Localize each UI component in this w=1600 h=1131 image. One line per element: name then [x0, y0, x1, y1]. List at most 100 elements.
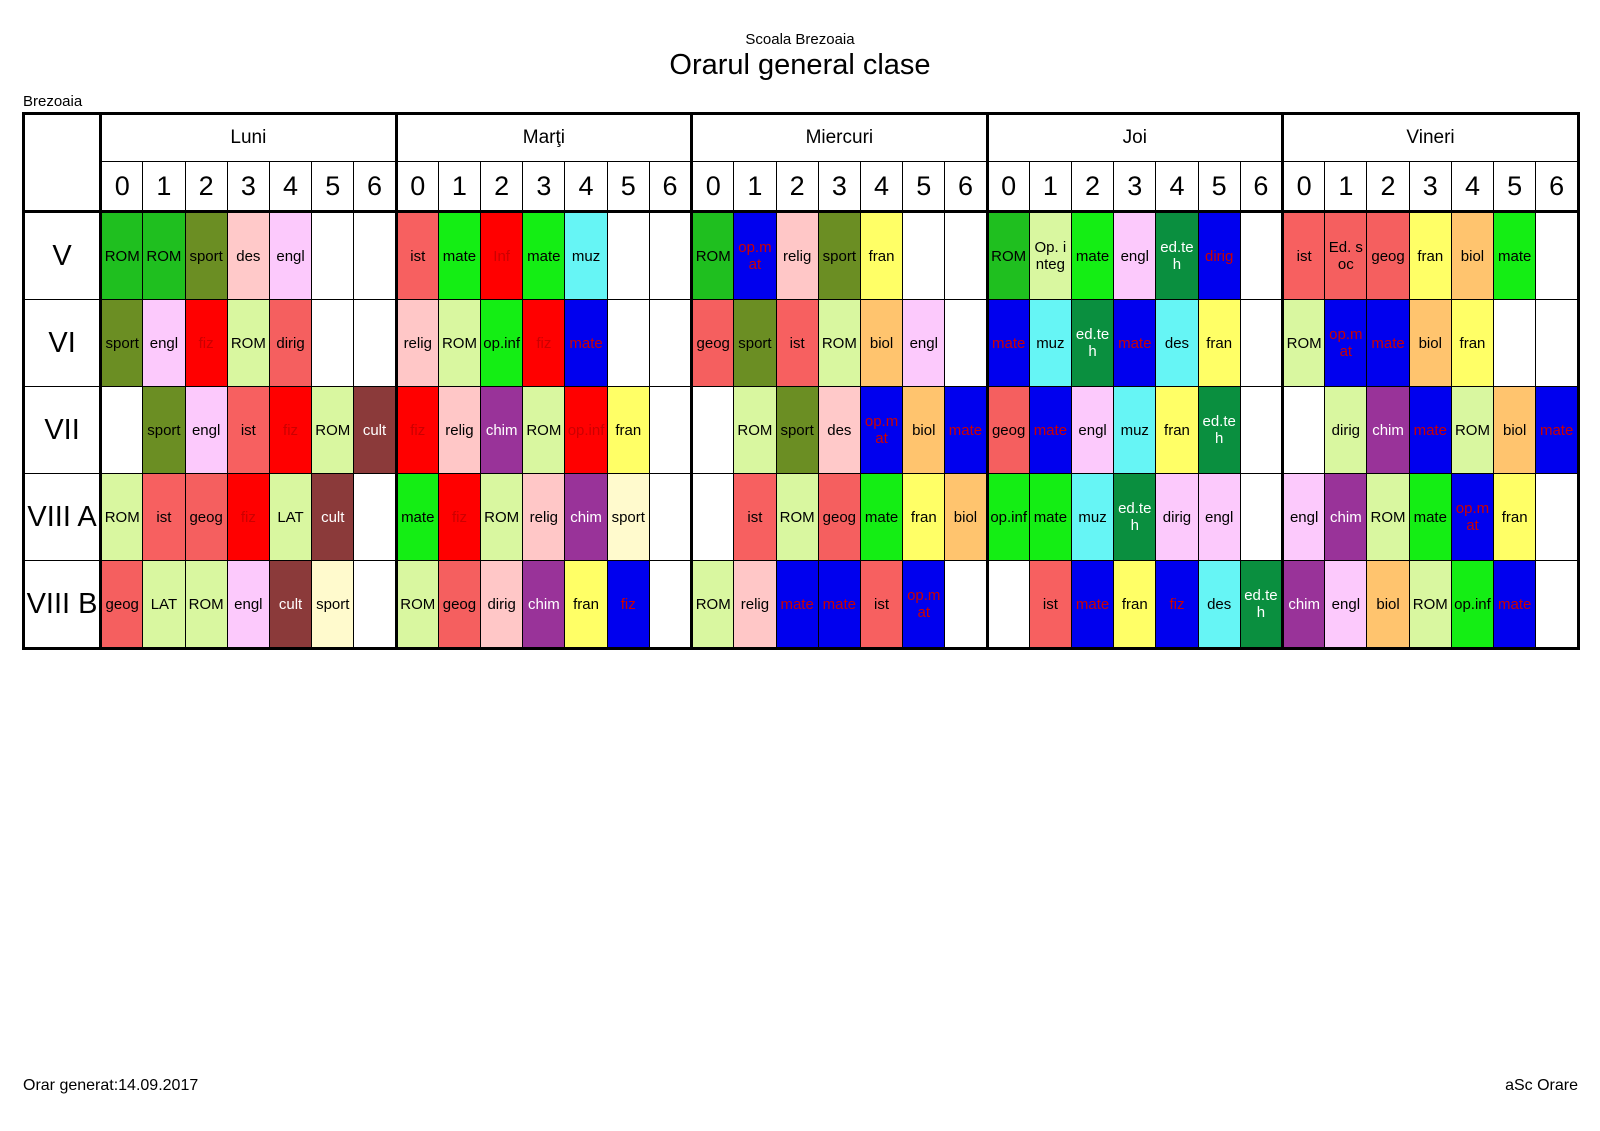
period-header: 5: [311, 161, 354, 213]
lesson-subject: ROM: [315, 421, 351, 439]
lesson-cell: geog: [184, 473, 228, 561]
lesson-cell: chim: [1366, 386, 1410, 474]
lesson-cell: [985, 560, 1030, 649]
lesson-cell: geog: [1366, 211, 1410, 300]
lesson-subject: sport: [316, 595, 350, 613]
lesson-subject: ed.teh: [1244, 587, 1278, 621]
period-header: 5: [606, 161, 650, 213]
period-header: 5: [1197, 161, 1241, 213]
lesson-subject: fran: [910, 508, 937, 526]
lesson-cell: Inf: [480, 211, 523, 300]
class-row: VIII A ROM ist geog fiz LAT cult mate fiz ROM reli…: [23, 473, 1579, 561]
lesson-cell: dirig: [268, 299, 312, 387]
lesson-cell: fiz: [606, 560, 650, 649]
lesson-cell: ist: [733, 473, 777, 561]
lesson-cell: cult: [353, 386, 397, 474]
lesson-subject: sport: [611, 508, 645, 526]
lesson-subject: mate: [991, 334, 1026, 352]
class-label: VIII B: [23, 560, 103, 649]
lesson-cell: sport: [184, 211, 228, 300]
lesson-cell: engl: [142, 299, 186, 387]
lesson-subject: ROM: [146, 247, 182, 265]
period-header: 2: [1366, 161, 1410, 213]
lesson-subject: mate: [1118, 334, 1152, 352]
lesson-cell: fiz: [268, 386, 312, 474]
lesson-subject: ist: [747, 508, 763, 526]
lesson-cell: fiz: [226, 473, 270, 561]
lesson-cell: fran: [606, 386, 650, 474]
lesson-cell: muz: [1070, 473, 1114, 561]
lesson-cell: op.inf: [1450, 560, 1494, 649]
lesson-subject: fran: [1206, 334, 1233, 352]
lesson-cell: geog: [690, 299, 734, 387]
lesson-cell: op.mat: [1450, 473, 1494, 561]
lesson-cell: [606, 211, 650, 300]
software-name: aSc Orare: [1505, 1077, 1578, 1094]
lesson-subject: op.inf: [1454, 595, 1491, 613]
lesson-cell: mate: [985, 299, 1030, 387]
lesson-subject: geog: [105, 595, 139, 613]
lesson-cell: [1493, 299, 1536, 387]
class-row: VI sport engl fiz ROM dirig relig ROM op.inf fiz m…: [23, 299, 1579, 387]
period-header: 1: [1324, 161, 1367, 213]
lesson-cell: relig: [437, 386, 481, 474]
lesson-subject: op.mat: [907, 587, 941, 621]
lesson-subject: des: [236, 247, 261, 265]
period-header: 0: [985, 161, 1030, 213]
lesson-cell: biol: [944, 473, 988, 561]
period-header: 6: [353, 161, 397, 213]
lesson-subject: muz: [1036, 334, 1065, 352]
lesson-cell: [1239, 386, 1283, 474]
lesson-subject: des: [827, 421, 852, 439]
lesson-cell: sport: [817, 211, 861, 300]
lesson-subject: mate: [1033, 421, 1068, 439]
lesson-cell: engl: [1281, 473, 1325, 561]
lesson-cell: biol: [1408, 299, 1452, 387]
lesson-cell: cult: [311, 473, 354, 561]
lesson-subject: chim: [1288, 595, 1320, 613]
lesson-subject: fiz: [536, 334, 552, 352]
lesson-subject: mate: [401, 508, 435, 526]
lesson-subject: op.inf: [483, 334, 520, 352]
lesson-subject: ROM: [441, 334, 477, 352]
lesson-cell: mate: [1535, 386, 1579, 474]
lesson-cell: dirig: [480, 560, 523, 649]
location-label: Brezoaia: [23, 93, 83, 110]
lesson-cell: sport: [142, 386, 186, 474]
lesson-cell: op.mat: [859, 386, 903, 474]
lesson-cell: [1535, 211, 1579, 300]
lesson-subject: ist: [1042, 595, 1058, 613]
lesson-cell: dirig: [1197, 211, 1241, 300]
lesson-subject: dirig: [276, 334, 305, 352]
lesson-subject: mate: [822, 595, 857, 613]
lesson-subject: ROM: [991, 247, 1027, 265]
lesson-subject: biol: [1376, 595, 1400, 613]
lesson-subject: muz: [1078, 508, 1107, 526]
lesson-subject: muz: [571, 247, 601, 265]
lesson-cell: engl: [1324, 560, 1367, 649]
lesson-cell: [606, 299, 650, 387]
lesson-subject: fran: [1164, 421, 1190, 439]
lesson-subject: ROM: [821, 334, 857, 352]
lesson-cell: ROM: [99, 473, 143, 561]
period-header: 4: [1155, 161, 1199, 213]
period-header: 1: [142, 161, 186, 213]
lesson-cell: LAT: [268, 473, 312, 561]
lesson-cell: [311, 299, 354, 387]
lesson-cell: ROM: [817, 299, 861, 387]
period-header: 0: [394, 161, 439, 213]
lesson-cell: fran: [1450, 299, 1494, 387]
lesson-subject: biol: [1502, 421, 1527, 439]
lesson-cell: [1281, 386, 1325, 474]
lesson-cell: [648, 386, 692, 474]
lesson-cell: fran: [1113, 560, 1156, 649]
lesson-cell: [353, 473, 397, 561]
class-label: VII: [23, 386, 103, 474]
lesson-subject: cult: [278, 595, 303, 613]
lesson-subject: biol: [953, 508, 978, 526]
lesson-subject: ed.teh: [1202, 413, 1236, 447]
lesson-subject: mate: [569, 334, 603, 352]
period-header: 2: [480, 161, 523, 213]
lesson-cell: ed.teh: [1113, 473, 1156, 561]
lesson-cell: geog: [99, 560, 143, 649]
